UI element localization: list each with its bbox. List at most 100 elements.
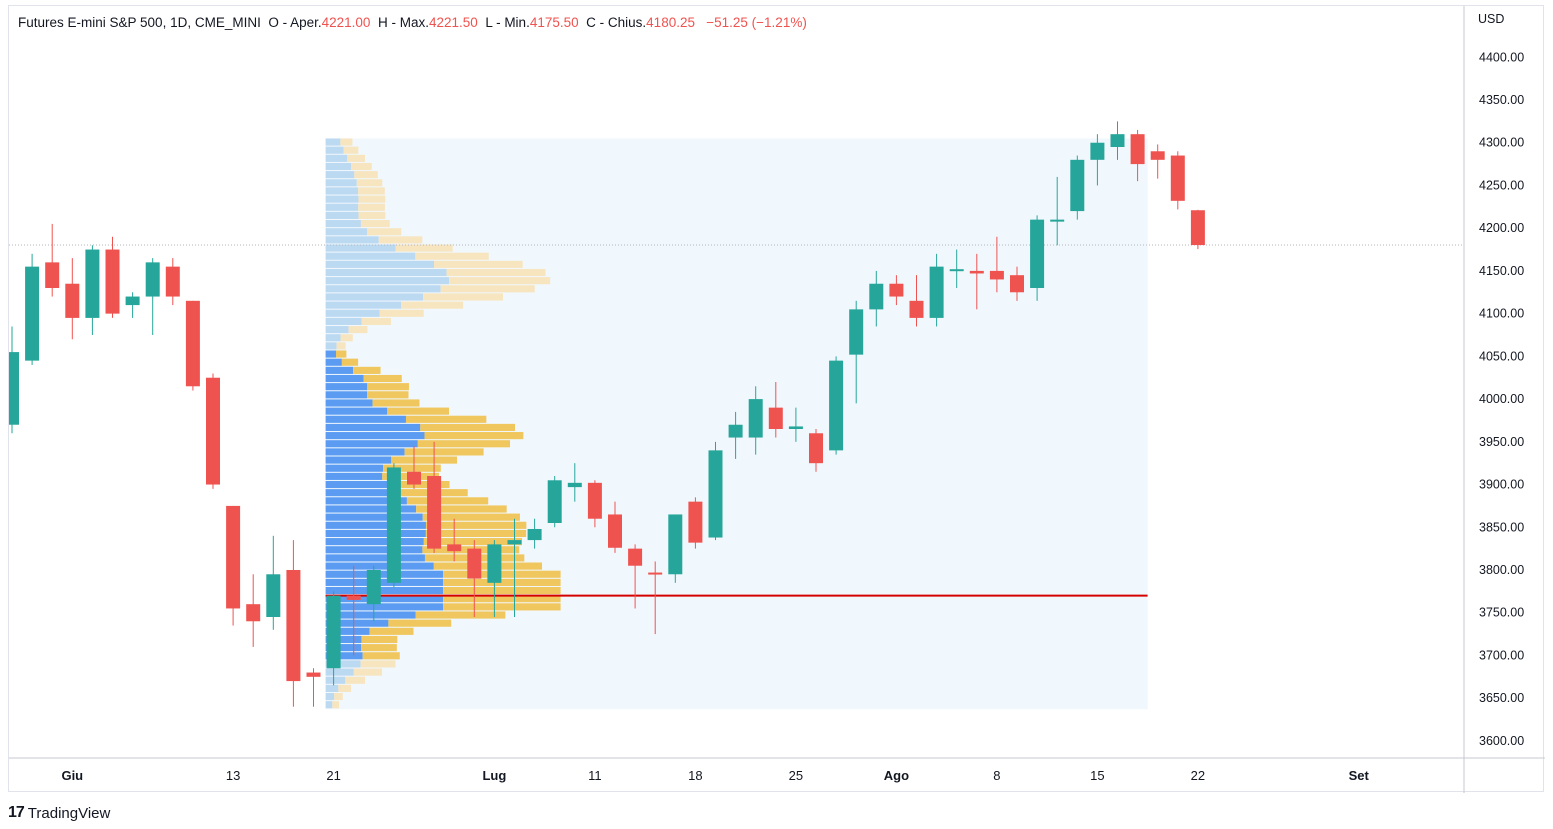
volume-profile-up-bar (325, 562, 434, 570)
volume-profile-up-bar (325, 448, 405, 456)
volume-profile-down-bar (358, 203, 385, 211)
volume-profile-up-bar (325, 595, 444, 603)
volume-profile-down-bar (361, 644, 397, 652)
volume-profile-down-bar (354, 171, 378, 179)
volume-profile-down-bar (415, 252, 489, 260)
volume-profile-down-bar (395, 244, 453, 252)
volume-profile-down-bar (360, 660, 396, 668)
high-value: 4221.50 (428, 15, 478, 30)
volume-profile-up-bar (325, 374, 364, 383)
candle-body (326, 595, 341, 669)
candle-body (467, 548, 482, 579)
volume-profile-up-bar (325, 660, 361, 668)
volume-profile-up-bar (325, 146, 344, 154)
volume-profile-up-bar (325, 228, 368, 236)
candle-body (1010, 275, 1024, 293)
symbol-title: Futures E-mini S&P 500, 1D, CME_MINI (18, 15, 261, 30)
change-value: −51.25 (−1.21%) (706, 15, 807, 30)
y-tick-label: 3600.00 (1479, 734, 1524, 748)
volume-profile-up-bar (325, 268, 447, 277)
volume-profile-down-bar (388, 619, 452, 627)
volume-profile-up-bar (325, 415, 406, 423)
candle-body (708, 450, 723, 538)
volume-profile-up-bar (325, 211, 359, 220)
tradingview-footer[interactable]: 17 TradingView (8, 804, 110, 822)
volume-profile-up-bar (325, 554, 425, 562)
y-tick-label: 4300.00 (1479, 136, 1524, 150)
y-tick-label: 3650.00 (1479, 691, 1524, 705)
volume-profile-down-bar (340, 138, 353, 146)
volume-profile-down-bar (423, 293, 504, 301)
volume-profile-up-bar (325, 317, 362, 326)
candle-body (628, 548, 643, 566)
y-tick-label: 3700.00 (1479, 648, 1524, 662)
volume-profile-down-bar (367, 228, 402, 236)
volume-profile-up-bar (325, 440, 418, 448)
volume-profile-down-bar (443, 603, 561, 611)
volume-profile-down-bar (433, 260, 523, 268)
volume-profile-up-bar (325, 391, 368, 399)
chart-frame: 3600.00 3650.00 3700.00 3750.00 3800.00 3850.… (8, 5, 1545, 793)
y-tick-label: 3950.00 (1479, 435, 1524, 449)
volume-profile-down-bar (335, 350, 347, 358)
volume-profile-up-bar (325, 358, 342, 366)
tradingview-logo-icon: 17 (8, 804, 25, 821)
volume-profile-up-bar (325, 252, 416, 260)
volume-profile-down-bar (363, 374, 402, 383)
volume-profile-up-bar (325, 285, 441, 293)
candle-body (306, 672, 321, 677)
volume-profile-up-bar (325, 244, 396, 252)
candle-body (929, 266, 944, 318)
x-tick-label: 15 (1090, 768, 1104, 783)
volume-profile-down-bar (361, 635, 398, 644)
volume-profile-up-bar (325, 326, 349, 334)
volume-profile-down-bar (361, 317, 391, 326)
candle-body (45, 262, 60, 288)
candle-body (668, 514, 683, 575)
volume-profile-up-bar (325, 464, 384, 472)
candle-body (869, 283, 884, 310)
candle-body (286, 570, 301, 682)
y-tick-label: 4250.00 (1479, 178, 1524, 192)
volume-profile-up-bar (325, 472, 383, 480)
candle-body (366, 570, 381, 605)
chart-svg[interactable]: 3600.00 3650.00 3700.00 3750.00 3800.00 3850.… (9, 6, 1545, 793)
volume-profile-down-bar (353, 668, 383, 676)
volume-profile-up-bar (325, 586, 444, 595)
volume-profile-down-bar (338, 684, 352, 692)
volume-profile-up-bar (325, 521, 426, 529)
x-tick-label: 22 (1191, 768, 1205, 783)
volume-profile-up-bar (325, 432, 425, 440)
volume-profile-up-bar (325, 570, 444, 578)
volume-profile-down-bar (362, 652, 400, 660)
candle-body (145, 262, 160, 297)
volume-profile-up-bar (325, 480, 388, 489)
candle-body (1110, 134, 1125, 147)
volume-profile-up-bar (325, 652, 363, 660)
candle-body (1090, 142, 1105, 160)
brand-name: TradingView (27, 804, 111, 822)
volume-profile-down-bar (358, 211, 386, 220)
volume-profile-down-bar (401, 301, 464, 309)
volume-profile-up-bar (325, 538, 424, 546)
volume-profile-down-bar (367, 391, 409, 399)
candle-body (185, 300, 200, 387)
candle-body (567, 482, 582, 488)
volume-profile-up-bar (325, 627, 370, 635)
volume-profile-up-bar (325, 407, 388, 415)
volume-profile-up-bar (325, 603, 444, 611)
volume-profile-up-bar (325, 676, 346, 684)
x-tick-label: Ago (884, 768, 909, 783)
volume-profile-up-bar (325, 644, 362, 652)
x-tick-label: 25 (789, 768, 803, 783)
volume-profile-up-bar (325, 684, 339, 692)
candle-body (909, 300, 924, 318)
x-tick-label: Set (1349, 768, 1370, 783)
volume-profile-up-bar (325, 171, 355, 179)
candle-body (206, 377, 220, 485)
candle-body (768, 407, 783, 429)
volume-profile-up-bar (325, 334, 341, 342)
volume-profile-up-bar (325, 456, 392, 464)
candle-body (85, 249, 100, 318)
volume-profile-down-bar (358, 195, 386, 203)
